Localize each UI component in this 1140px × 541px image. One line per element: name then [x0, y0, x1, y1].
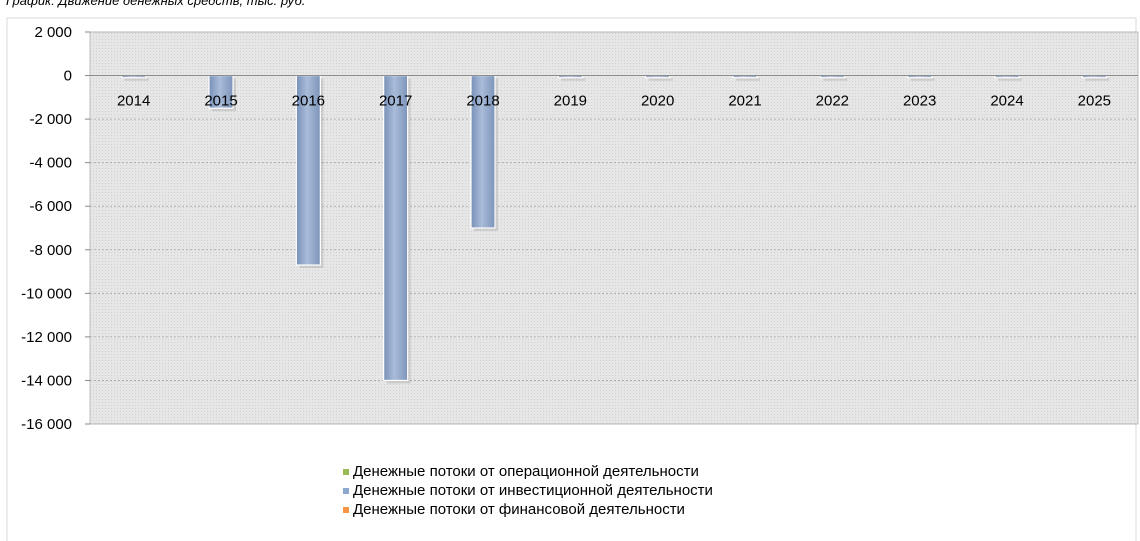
- bar-investing-2015: [208, 74, 234, 109]
- y-tick-label: -14 000: [21, 372, 72, 389]
- x-tick-label: 2023: [903, 93, 936, 110]
- x-tick-label: 2018: [466, 93, 499, 110]
- x-tick-label: 2014: [117, 93, 150, 110]
- bar-shadow: [736, 78, 760, 81]
- y-tick-label: -2 000: [29, 111, 72, 128]
- y-tick-label: -12 000: [21, 329, 72, 346]
- y-tick-label: -4 000: [29, 155, 72, 172]
- bar-shadow: [1085, 78, 1110, 81]
- x-tick-label: 2025: [1078, 93, 1111, 110]
- legend-swatch-investing: [343, 487, 349, 494]
- bar-investing-2016: [295, 74, 321, 266]
- legend-item-financing: Денежные потоки от финансовой деятельнос…: [343, 500, 713, 519]
- y-tick-label: -8 000: [29, 242, 72, 259]
- bar-shadow: [823, 78, 848, 81]
- x-tick-label: 2021: [728, 93, 761, 110]
- y-tick-label: 0: [64, 68, 72, 85]
- y-tick-label: 2 000: [34, 24, 72, 41]
- y-tick-label: -6 000: [29, 198, 72, 215]
- bar-shadow: [648, 78, 673, 81]
- y-tick-label: -10 000: [21, 285, 72, 302]
- bar-shadow: [561, 78, 586, 81]
- legend-swatch-operating: [343, 468, 349, 475]
- chart-title: График: Движение денежных средств, тыс. …: [6, 0, 306, 8]
- bar-shadow: [998, 78, 1022, 81]
- x-tick-label: 2016: [292, 93, 325, 110]
- x-tick-label: 2022: [816, 93, 849, 110]
- legend-label-financing: Денежные потоки от финансовой деятельнос…: [353, 501, 685, 518]
- legend-label-investing: Денежные потоки от инвестиционной деятел…: [353, 482, 713, 499]
- bar-shadow: [124, 78, 149, 81]
- legend-label-operating: Денежные потоки от операционной деятельн…: [353, 463, 699, 480]
- y-tick-label: -16 000: [21, 416, 72, 433]
- legend: Денежные потоки от операционной деятельн…: [343, 462, 713, 519]
- y-tick-labels: 2 000 0 -2 000 -4 000 -6 000 -8 000 -10 000 -12…: [21, 24, 72, 433]
- x-tick-label: 2017: [379, 93, 412, 110]
- bar-shadow: [910, 78, 935, 81]
- legend-item-investing: Денежные потоки от инвестиционной деятел…: [343, 481, 713, 500]
- x-tick-label: 2015: [204, 93, 237, 110]
- x-tick-labels: 2014 2015 2016 2017 2018 2019 2020 2021 2022 2023…: [117, 93, 1111, 110]
- x-tick-label: 2019: [554, 93, 587, 110]
- x-tick-label: 2024: [990, 93, 1023, 110]
- plot-area: [89, 31, 1139, 425]
- bar-investing-2017: [383, 74, 409, 382]
- bar-investing-2018: [470, 74, 496, 229]
- bar-layer: [121, 74, 1110, 384]
- x-tick-label: 2020: [641, 93, 674, 110]
- legend-swatch-financing: [343, 506, 349, 513]
- legend-item-operating: Денежные потоки от операционной деятельн…: [343, 462, 713, 481]
